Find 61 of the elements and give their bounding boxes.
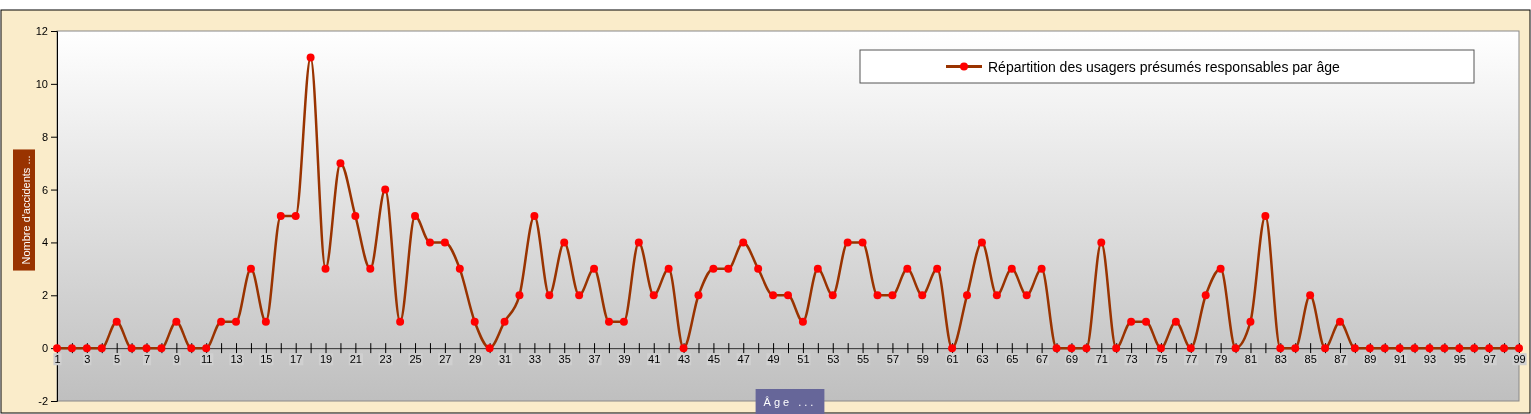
x-tick-label: 93	[1423, 353, 1437, 366]
x-tick-label: 75	[1155, 353, 1168, 366]
x-tick-label: 97	[1483, 353, 1496, 366]
x-tick-label: 77	[1185, 353, 1198, 366]
x-tick-label: 3	[84, 353, 91, 366]
x-tick-label: 67	[1035, 353, 1049, 366]
x-tick-label: 79	[1215, 353, 1228, 366]
x-tick-label: 85	[1304, 353, 1317, 366]
x-tick-label: 33	[528, 353, 542, 366]
x-tick-label: 1	[54, 353, 61, 366]
x-tick-label: 63	[976, 353, 989, 366]
x-tick-label: 27	[439, 353, 452, 366]
x-tick-label: 37	[588, 353, 601, 366]
x-tick-label: 49	[767, 353, 780, 366]
x-tick-label: 15	[260, 353, 273, 366]
x-tick-label: 61	[946, 353, 959, 366]
x-tick-label: 59	[916, 353, 929, 366]
x-tick-label: 13	[230, 353, 243, 366]
x-tick-label: 5	[114, 353, 121, 366]
x-tick-label: 9	[173, 353, 180, 366]
y-tick-label: 6	[41, 183, 48, 196]
x-tick-label: 51	[797, 353, 810, 366]
x-tick-label: 19	[319, 353, 333, 366]
x-tick-label: 57	[886, 353, 900, 366]
legend-label: Répartition des usagers présumés responsables par âge	[988, 58, 1340, 75]
x-tick-label: 65	[1006, 353, 1019, 366]
y-tick-label: 12	[35, 25, 48, 38]
x-tick-label: 31	[498, 353, 512, 366]
x-tick-label: 7	[143, 353, 151, 366]
y-tick-label: 4	[41, 236, 48, 249]
x-tick-label: 29	[469, 353, 482, 366]
y-axis-title: Nombre d'accidents ...	[20, 155, 32, 265]
x-tick-label: 17	[290, 353, 303, 366]
x-tick-label: 39	[618, 353, 631, 366]
x-tick-label: 45	[707, 353, 721, 366]
y-tick-label: -2	[38, 395, 48, 408]
x-tick-label: 69	[1065, 353, 1079, 366]
y-tick-label: 0	[41, 342, 48, 355]
x-tick-label: 55	[856, 353, 870, 366]
x-tick-label: 35	[558, 353, 571, 366]
x-tick-label: 21	[349, 353, 362, 366]
x-tick-label: 71	[1095, 353, 1108, 366]
x-tick-label: 43	[677, 353, 691, 366]
x-tick-label: 23	[379, 353, 392, 366]
x-tick-label: 83	[1274, 353, 1287, 366]
y-tick-label: 8	[41, 130, 48, 143]
x-axis-title: Âge ...	[763, 396, 817, 408]
x-tick-label: 73	[1125, 353, 1138, 366]
x-tick-label: 53	[827, 353, 840, 366]
x-tick-label: 87	[1334, 353, 1347, 366]
x-tick-label: 11	[200, 353, 213, 366]
x-tick-label: 89	[1364, 353, 1377, 366]
y-tick-label: 10	[35, 77, 48, 90]
x-tick-label: 81	[1244, 353, 1258, 366]
x-tick-label: 99	[1513, 353, 1526, 366]
x-tick-label: 91	[1394, 353, 1407, 366]
x-tick-label: 25	[409, 353, 422, 366]
x-tick-label: 41	[648, 353, 661, 366]
x-tick-label: 47	[737, 353, 750, 366]
x-tick-label: 95	[1453, 353, 1466, 366]
y-tick-label: 2	[41, 289, 48, 302]
